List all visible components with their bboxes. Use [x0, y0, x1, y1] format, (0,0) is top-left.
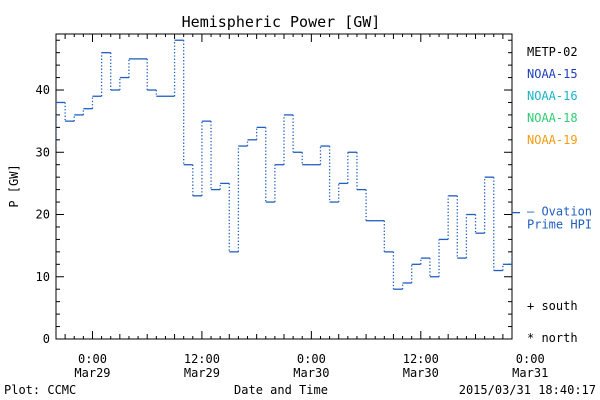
y-tick-label: 40 [36, 83, 50, 97]
footer-credit: Plot: CCMC [4, 383, 76, 397]
x-tick-time-label: 0:00 [78, 352, 107, 366]
ovation-label-line1: — Ovation [527, 205, 592, 219]
legend-item: NOAA-19 [527, 133, 578, 147]
y-tick-label: 10 [36, 270, 50, 284]
legend-item: NOAA-18 [527, 111, 578, 125]
legend-item: NOAA-15 [527, 67, 578, 81]
x-tick-time-label: 12:00 [403, 352, 439, 366]
x-tick-time-label: 0:00 [516, 352, 545, 366]
y-tick-label: 20 [36, 208, 50, 222]
x-tick-date-label: Mar30 [293, 366, 329, 380]
ovation-label-line2: Prime HPI [527, 218, 592, 232]
series-layer [56, 39, 512, 290]
south-marker-label: + south [527, 299, 578, 313]
y-tick-label: 30 [36, 145, 50, 159]
x-tick-date-label: Mar30 [403, 366, 439, 380]
y-axis: 0 10 20 30 40 [36, 39, 512, 346]
x-axis-label: Date and Time [234, 383, 328, 397]
legend: METP-02 NOAA-15 NOAA-16 NOAA-18 NOAA-19 [527, 45, 578, 147]
y-axis-label: P [GW] [7, 164, 21, 207]
chart-title: Hemispheric Power [GW] [182, 13, 381, 31]
north-marker-label: * north [527, 331, 578, 345]
legend-item: METP-02 [527, 45, 578, 59]
x-tick-date-label: Mar29 [184, 366, 220, 380]
x-tick-date-label: Mar29 [74, 366, 110, 380]
legend-item: NOAA-16 [527, 89, 578, 103]
x-tick-time-label: 0:00 [297, 352, 326, 366]
footer-timestamp: 2015/03/31 18:40:17 [459, 383, 596, 397]
x-tick-time-label: 12:00 [184, 352, 220, 366]
x-axis: 0:00Mar2912:00Mar290:00Mar3012:00Mar300:… [55, 34, 548, 380]
x-tick-date-label: Mar31 [512, 366, 548, 380]
plot-frame [55, 33, 513, 340]
y-tick-label: 0 [43, 332, 50, 346]
